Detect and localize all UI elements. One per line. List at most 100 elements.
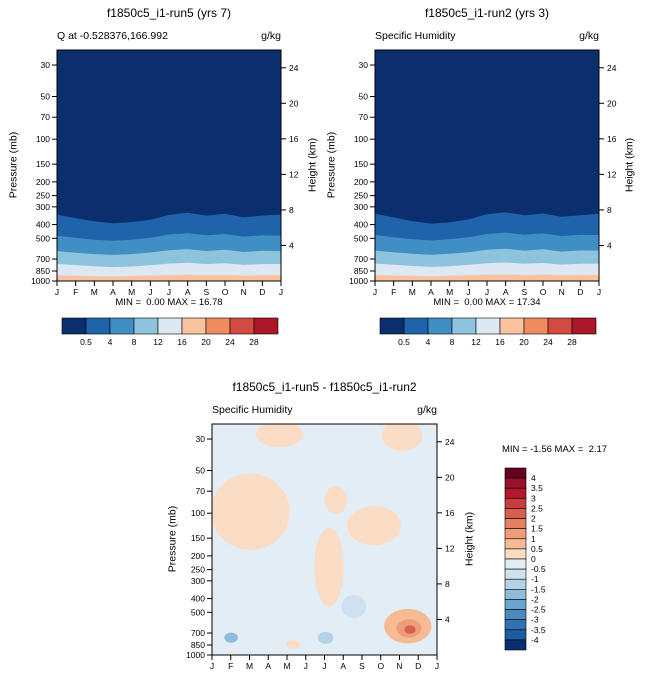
pressure-tick-label: 150 [354,159,368,169]
colorbar-swatch [504,629,527,641]
month-tick-label: A [110,287,116,297]
ylabel-run2: Pressure (mb) [325,131,338,199]
month-tick-label: D [577,287,583,297]
y2label-run5: Height (km) [306,137,319,193]
pressure-tick-label: 200 [191,551,205,561]
month-tick-label: J [55,287,59,297]
colorbar-swatch [157,317,183,335]
colorbar-swatch [504,528,527,540]
pressure-tick-label: 700 [354,254,368,264]
colorbar-label: 2.5 [531,503,543,513]
pressure-tick-label: 30 [41,60,51,70]
pressure-tick-label: 400 [191,594,205,604]
height-tick-label: 8 [607,205,612,215]
colorbar-label: 28 [567,337,577,347]
colorbar-label: 20 [519,337,529,347]
pressure-tick-label: 300 [36,202,50,212]
ylabel-run5: Pressure (mb) [7,131,20,199]
height-tick-label: 4 [445,614,450,624]
pressure-tick-label: 150 [36,159,50,169]
colorbar-swatch [504,619,527,631]
colorbar-label: -0.5 [531,564,546,574]
colorbar-label: 12 [471,337,481,347]
month-tick-label: S [203,287,209,297]
month-tick-label: F [391,287,396,297]
anomaly-region [381,424,423,451]
colorbar-swatch [523,317,549,335]
height-tick-label: 4 [289,240,294,250]
colorbar-swatch [205,317,231,335]
colorbar-swatch [379,317,405,335]
colorbar-label: 1 [531,534,536,544]
anomaly-region [341,594,367,619]
anomaly-region [255,424,304,448]
anomaly-region [314,527,344,607]
units-label-diff: g/kg [417,404,437,416]
pressure-tick-label: 300 [191,576,205,586]
month-tick-label: A [340,661,346,671]
anomaly-region [317,631,334,644]
month-tick-label: S [521,287,527,297]
pressure-tick-label: 500 [191,607,205,617]
pressure-tick-label: 1000 [186,650,205,660]
colorbar-swatch [499,317,525,335]
height-tick-label: 4 [607,240,612,250]
subtitle-left-run2: Specific Humidity [375,30,456,42]
colorbar-swatch [504,498,527,509]
pressure-tick-label: 700 [36,254,50,264]
colorbar-label: -2 [531,594,539,604]
month-tick-label: A [428,287,434,297]
month-tick-label: J [597,287,601,297]
colorbar-label: 28 [249,337,259,347]
colorbar-swatch [229,317,255,335]
anomaly-region [324,486,348,515]
height-tick-label: 20 [289,98,299,108]
contour-band [57,274,281,281]
pressure-tick-label: 200 [36,177,50,187]
month-tick-label: A [185,287,191,297]
colorbar-swatch [504,568,527,580]
month-tick-label: J [435,661,439,671]
pressure-tick-label: 200 [354,177,368,187]
chart-title-diff: f1850c5_i1-run5 - f1850c5_i1-run2 [232,380,417,394]
pressure-tick-label: 100 [354,134,368,144]
colorbar-swatch [504,578,527,590]
colorbar-label: 4 [426,337,431,347]
colorbar-label: 8 [132,337,137,347]
height-tick-label: 20 [445,472,455,482]
month-tick-label: F [73,287,78,297]
stats-run2: MIN = 0.00 MAX = 17.34 [433,297,541,308]
colorbar-swatch [504,538,527,550]
chart-diff: 3050701001502002503004005007008501000242… [186,423,546,671]
colorbar-swatch [504,558,527,570]
month-tick-label: J [279,287,283,297]
month-tick-label: D [415,661,421,671]
pressure-tick-label: 50 [196,466,206,476]
height-tick-label: 16 [289,134,299,144]
colorbar-label: 0.5 [398,337,410,347]
month-tick-label: N [559,287,565,297]
month-tick-label: J [167,287,171,297]
colorbar-label: 2 [531,514,536,524]
colorbar-label: 12 [153,337,163,347]
colorbar-swatch [504,467,527,479]
colorbar-label: -3 [531,615,539,625]
anomaly-region [286,640,300,650]
anomaly-region [404,625,416,634]
height-tick-label: 12 [289,169,299,179]
chart-title-run2: f1850c5_i1-run2 (yrs 3) [424,6,550,20]
subtitle-left-diff: Specific Humidity [212,404,293,416]
colorbar-swatch [85,317,111,335]
month-tick-label: M [246,661,253,671]
colorbar-label: -2.5 [531,605,546,615]
month-tick-label: S [359,661,365,671]
colorbar-swatch [504,599,527,610]
colorbar-swatch [133,317,159,335]
height-tick-label: 24 [289,63,299,73]
pressure-tick-label: 500 [354,233,368,243]
colorbar-label: 4 [108,337,113,347]
chart-title-run5: f1850c5_i1-run5 (yrs 7) [106,6,232,20]
